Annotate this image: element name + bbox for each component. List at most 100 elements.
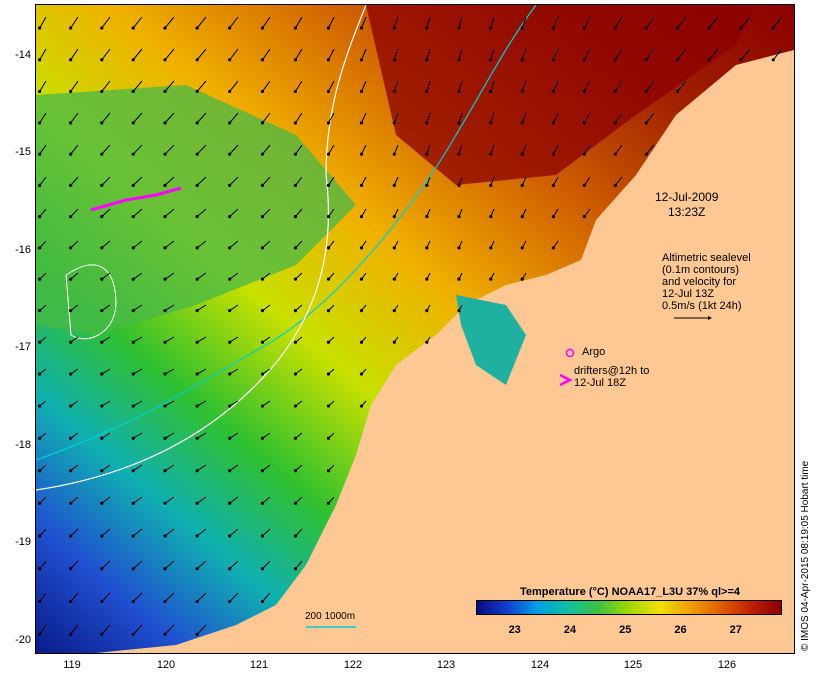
velocity-vector-head (195, 121, 199, 125)
velocity-vector (614, 48, 623, 61)
velocity-vector-head (38, 404, 42, 408)
velocity-vector-head (520, 215, 524, 219)
velocity-vector-head (551, 246, 555, 250)
velocity-vector (164, 112, 175, 124)
velocity-vector-head (260, 277, 265, 281)
velocity-vector-head (293, 58, 298, 62)
velocity-vector (295, 80, 303, 92)
velocity-vector (295, 48, 303, 61)
altimetry-line: Altimetric sealevel (662, 252, 751, 264)
velocity-vector-head (489, 89, 493, 94)
velocity-vector-head (260, 89, 265, 94)
velocity-vector (521, 48, 527, 60)
velocity-vector (361, 144, 367, 155)
velocity-vector (132, 208, 143, 217)
island (456, 295, 526, 385)
velocity-vector-head (582, 121, 586, 125)
velocity-vector-head (644, 152, 648, 156)
velocity-vector-head (38, 567, 42, 571)
velocity-vector-head (69, 215, 73, 219)
velocity-vector-head (293, 372, 298, 376)
velocity-vector-head (100, 632, 104, 636)
velocity-vector-head (644, 26, 648, 30)
velocity-vector (677, 48, 687, 61)
velocity-vector-head (195, 534, 199, 538)
velocity-vector-head (69, 501, 73, 505)
drifter-line: 12-Jul 18Z (574, 377, 626, 389)
velocity-vector (708, 48, 719, 61)
velocity-vector-head (228, 372, 232, 376)
velocity-vector-head (359, 246, 364, 250)
velocity-vector (70, 16, 79, 29)
velocity-vector-head (38, 436, 42, 440)
velocity-vector-head (489, 152, 493, 156)
velocity-vector-head (359, 340, 364, 344)
velocity-vector (583, 144, 591, 155)
velocity-vector-head (613, 183, 617, 188)
velocity-vector-head (293, 26, 298, 30)
velocity-vector-head (260, 436, 265, 440)
velocity-vector (164, 624, 175, 635)
velocity-vector (101, 624, 111, 635)
velocity-vector (521, 16, 527, 29)
velocity-vector-head (260, 404, 265, 408)
velocity-vector-head (100, 599, 104, 604)
velocity-vector-head (326, 277, 331, 281)
lon-tick: 122 (343, 659, 363, 671)
velocity-vector-head (195, 183, 199, 188)
velocity-vector-head (293, 121, 298, 125)
velocity-vector-head (163, 372, 167, 376)
velocity-vector-head (195, 632, 199, 636)
velocity-vector-head (359, 215, 364, 219)
velocity-vector (295, 112, 303, 124)
velocity-vector-head (293, 183, 298, 188)
velocity-vector-head (100, 183, 104, 188)
velocity-vector-head (520, 58, 524, 62)
velocity-vector-head (260, 501, 265, 505)
velocity-vector-head (69, 404, 73, 408)
velocity-vector-head (489, 215, 493, 219)
velocity-vector (132, 624, 143, 635)
velocity-vector (164, 80, 175, 92)
velocity-vector-head (228, 599, 232, 604)
velocity-vector-head (489, 183, 493, 188)
velocity-vector (229, 208, 239, 217)
velocity-vector-head (69, 436, 73, 440)
velocity-vector (295, 560, 303, 570)
velocity-vector (677, 16, 687, 29)
velocity-vector (262, 48, 271, 61)
velocity-vector-head (359, 121, 364, 125)
velocity-vector-head (100, 404, 104, 408)
velocity-vector-head (228, 183, 232, 188)
velocity-vector (70, 80, 79, 92)
velocity-vector-head (260, 567, 265, 571)
velocity-vector (361, 16, 367, 29)
velocity-vector-head (131, 372, 135, 376)
velocity-vector (295, 208, 303, 217)
velocity-vector-head (131, 277, 135, 281)
velocity-vector (262, 176, 271, 186)
velocity-vector-head (771, 58, 775, 62)
drifter-track (90, 186, 182, 212)
altimetry-line: 0.5m/s (1kt 24h) (662, 300, 742, 312)
velocity-vector (328, 112, 335, 124)
velocity-vector-head (195, 26, 199, 30)
velocity-vector-head (131, 183, 135, 188)
velocity-vector-head (425, 308, 429, 313)
velocity-vector-head (520, 89, 524, 94)
velocity-vector (229, 464, 239, 472)
velocity-vector-head (260, 534, 265, 538)
velocity-vector-head (260, 215, 265, 219)
velocity-vector-head (38, 183, 42, 188)
velocity-vector (490, 80, 495, 92)
velocity-vector-head (228, 340, 232, 344)
velocity-vector-head (38, 152, 42, 156)
velocity-vector (39, 144, 47, 155)
velocity-vector (164, 336, 175, 343)
velocity-vector-head (163, 534, 167, 538)
velocity-vector-head (69, 277, 73, 281)
velocity-vector (361, 48, 367, 60)
velocity-vector-head (100, 58, 104, 62)
velocity-vector-head (69, 372, 73, 376)
velocity-vector-head (739, 26, 743, 30)
